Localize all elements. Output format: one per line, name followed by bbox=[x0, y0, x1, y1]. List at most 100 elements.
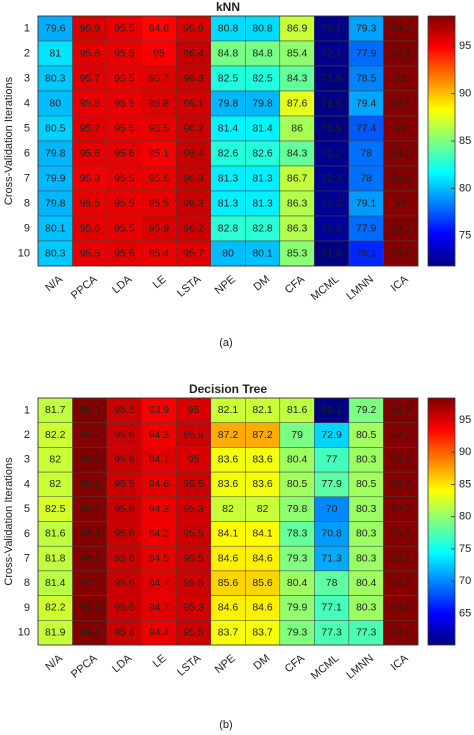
heatmap-cell bbox=[245, 397, 281, 423]
cell-label: 79.3 bbox=[287, 552, 308, 564]
heatmap-cell bbox=[245, 620, 281, 646]
cell-label: 72.3 bbox=[321, 172, 342, 184]
heatmap-cell bbox=[106, 40, 142, 67]
heatmap-cell bbox=[37, 65, 73, 92]
cell-label: 84.6 bbox=[252, 552, 273, 564]
heatmap-cell bbox=[106, 496, 142, 522]
cell-label: 95.5 bbox=[114, 172, 135, 184]
heatmap-cell bbox=[141, 115, 177, 142]
heatmap-cell bbox=[106, 215, 142, 242]
colorbar-tick-label: 85 bbox=[459, 478, 471, 490]
heatmap-cell bbox=[210, 190, 246, 217]
y-tick-label: 10 bbox=[18, 247, 30, 259]
heatmap-cell bbox=[279, 422, 315, 448]
heatmap-cell bbox=[314, 471, 350, 498]
cell-label: 85.3 bbox=[287, 247, 308, 259]
cell-label: 78 bbox=[360, 172, 372, 184]
heatmap-cell bbox=[245, 90, 281, 117]
x-tick-label: LMNN bbox=[344, 273, 376, 302]
heatmap-cell bbox=[37, 620, 73, 646]
cell-label: 98.1 bbox=[391, 222, 412, 234]
heatmap-cell bbox=[348, 521, 384, 547]
heatmap-cell bbox=[348, 471, 384, 498]
heatmap-cell bbox=[210, 545, 246, 572]
cell-label: 98.4 bbox=[80, 454, 101, 466]
cell-label: 93.9 bbox=[149, 404, 170, 416]
cell-label: 71.9 bbox=[321, 72, 342, 84]
cell-label: 82.6 bbox=[218, 147, 239, 159]
heatmap-cell bbox=[72, 190, 108, 217]
heatmap-cell bbox=[175, 496, 211, 522]
cell-label: 95.6 bbox=[80, 47, 101, 59]
heatmap-cell bbox=[383, 190, 419, 217]
cell-label: 96.3 bbox=[183, 72, 204, 84]
cell-label: 98 bbox=[395, 72, 407, 84]
heatmap-cell bbox=[141, 165, 177, 192]
x-tick-label: DM bbox=[252, 273, 273, 293]
cell-label: 95.6 bbox=[114, 147, 135, 159]
heatmap-cell bbox=[210, 240, 246, 267]
cell-label: 80.4 bbox=[356, 577, 377, 589]
heatmap-cell bbox=[72, 422, 108, 448]
cell-label: 98.4 bbox=[80, 602, 101, 614]
y-axis-label: Cross-Validation Iterations bbox=[3, 76, 15, 205]
cell-label: 84.1 bbox=[252, 528, 273, 540]
cell-label: 77.3 bbox=[321, 626, 342, 638]
y-tick-label: 3 bbox=[24, 72, 30, 84]
heatmap-cell bbox=[106, 570, 142, 596]
cell-label: 94.5 bbox=[149, 552, 170, 564]
cell-label: 80.5 bbox=[45, 122, 66, 134]
heatmap-cell bbox=[210, 595, 246, 621]
heatmap-cell bbox=[106, 165, 142, 192]
cell-label: 81.6 bbox=[45, 528, 66, 540]
cell-label: 85.6 bbox=[218, 577, 239, 589]
heatmap-cell bbox=[383, 595, 419, 621]
cell-label: 80.8 bbox=[218, 22, 239, 34]
cell-label: 80.3 bbox=[356, 503, 377, 515]
heatmap-cell bbox=[279, 240, 315, 267]
heatmap-cell bbox=[245, 215, 281, 242]
cell-label: 86.7 bbox=[287, 172, 308, 184]
cell-label: 80.1 bbox=[252, 247, 273, 259]
cell-label: 95.4 bbox=[149, 247, 170, 259]
cell-label: 94.8 bbox=[149, 22, 170, 34]
x-tick-label: LSTA bbox=[175, 652, 204, 679]
heatmap-cell bbox=[37, 165, 73, 192]
heatmap-cell bbox=[72, 397, 108, 423]
heatmap-cell bbox=[72, 595, 108, 621]
cell-label: 86.3 bbox=[287, 197, 308, 209]
cell-label: 80.3 bbox=[45, 247, 66, 259]
cell-label: 79.6 bbox=[45, 22, 66, 34]
x-tick-label: N/A bbox=[43, 273, 65, 294]
cell-label: 76.1 bbox=[356, 247, 377, 259]
cell-label: 98.2 bbox=[80, 552, 101, 564]
cell-label: 94.2 bbox=[149, 528, 170, 540]
cell-label: 80.3 bbox=[356, 454, 377, 466]
colorbar-tick-label: 95 bbox=[459, 414, 471, 426]
cell-label: 94.7 bbox=[149, 577, 170, 589]
cell-label: 95.5 bbox=[183, 528, 204, 540]
cell-label: 95.6 bbox=[80, 222, 101, 234]
cell-label: 79.4 bbox=[356, 97, 377, 109]
heatmap-cell bbox=[37, 115, 73, 142]
cell-label: 98 bbox=[395, 122, 407, 134]
cell-label: 70 bbox=[326, 503, 338, 515]
cell-label: 98.2 bbox=[391, 478, 412, 490]
y-tick-label: 4 bbox=[24, 478, 30, 490]
x-tick-label: CFA bbox=[283, 652, 308, 675]
cell-label: 87.2 bbox=[252, 429, 273, 441]
heatmap-cell bbox=[210, 521, 246, 547]
heatmap-cell bbox=[175, 240, 211, 267]
cell-label: 77.1 bbox=[321, 602, 342, 614]
heatmap-cell bbox=[106, 240, 142, 267]
cell-label: 95.6 bbox=[114, 577, 135, 589]
x-tick-label: LSTA bbox=[175, 273, 204, 300]
cell-label: 95.6 bbox=[80, 147, 101, 159]
cell-label: 98.1 bbox=[391, 22, 412, 34]
cell-label: 79.3 bbox=[356, 22, 377, 34]
cell-label: 95.5 bbox=[149, 197, 170, 209]
cell-label: 80.1 bbox=[45, 222, 66, 234]
cell-label: 87.6 bbox=[287, 97, 308, 109]
heatmap-cell bbox=[245, 115, 281, 142]
